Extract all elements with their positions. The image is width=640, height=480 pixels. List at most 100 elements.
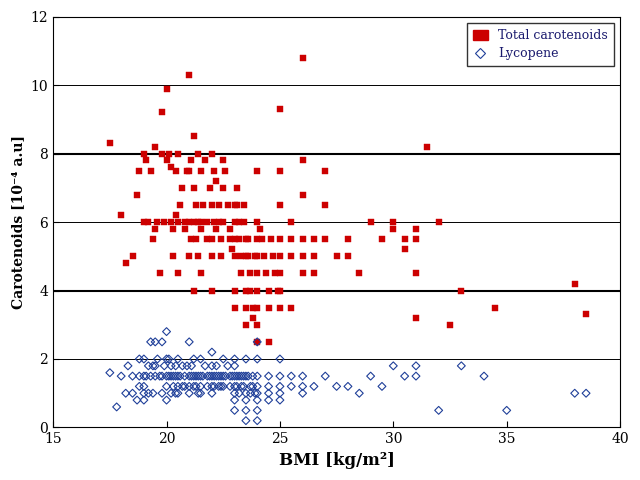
Total carotenoids [139, 218, 149, 226]
Total carotenoids [195, 218, 205, 226]
Total carotenoids [150, 225, 160, 233]
Lycopene [173, 372, 183, 380]
Lycopene [157, 372, 167, 380]
Lycopene [155, 372, 165, 380]
Total carotenoids [150, 143, 160, 151]
Total carotenoids [411, 270, 421, 277]
Lycopene [243, 372, 253, 380]
Total carotenoids [422, 143, 433, 151]
Lycopene [184, 338, 195, 346]
Lycopene [195, 372, 205, 380]
Lycopene [152, 355, 163, 363]
Lycopene [193, 389, 204, 397]
Total carotenoids [320, 201, 330, 209]
Total carotenoids [184, 252, 195, 260]
Total carotenoids [234, 218, 244, 226]
Total carotenoids [218, 218, 228, 226]
Lycopene [207, 383, 217, 390]
Total carotenoids [241, 304, 251, 312]
Lycopene [248, 383, 258, 390]
Lycopene [309, 383, 319, 390]
Total carotenoids [193, 252, 204, 260]
Total carotenoids [223, 201, 233, 209]
Total carotenoids [189, 218, 199, 226]
Total carotenoids [148, 235, 158, 243]
Total carotenoids [298, 235, 308, 243]
Total carotenoids [286, 235, 296, 243]
Lycopene [184, 372, 195, 380]
Total carotenoids [180, 225, 190, 233]
Lycopene [207, 362, 217, 370]
Lycopene [186, 362, 196, 370]
Total carotenoids [241, 235, 251, 243]
Total carotenoids [320, 235, 330, 243]
Total carotenoids [191, 235, 201, 243]
Lycopene [207, 389, 217, 397]
Lycopene [264, 383, 274, 390]
Lycopene [139, 389, 149, 397]
Total carotenoids [241, 252, 251, 260]
Total carotenoids [184, 167, 195, 175]
Lycopene [223, 362, 233, 370]
Y-axis label: Carotenoids [10⁻⁴ a.u]: Carotenoids [10⁻⁴ a.u] [11, 135, 25, 309]
Lycopene [120, 389, 131, 397]
Lycopene [175, 372, 185, 380]
Total carotenoids [234, 235, 244, 243]
Lycopene [209, 372, 220, 380]
Lycopene [139, 372, 149, 380]
Total carotenoids [191, 201, 201, 209]
Total carotenoids [232, 184, 242, 192]
Lycopene [227, 372, 237, 380]
Total carotenoids [309, 252, 319, 260]
Total carotenoids [252, 270, 262, 277]
Lycopene [195, 355, 205, 363]
Lycopene [139, 383, 149, 390]
Total carotenoids [570, 280, 580, 288]
Total carotenoids [411, 314, 421, 322]
Total carotenoids [205, 184, 215, 192]
Total carotenoids [186, 156, 196, 164]
Total carotenoids [248, 314, 258, 322]
Total carotenoids [243, 252, 253, 260]
Lycopene [252, 407, 262, 414]
Lycopene [250, 389, 260, 397]
Total carotenoids [105, 140, 115, 147]
Lycopene [236, 372, 246, 380]
Lycopene [123, 362, 133, 370]
Total carotenoids [157, 108, 167, 116]
Total carotenoids [145, 167, 156, 175]
Total carotenoids [127, 252, 138, 260]
Lycopene [264, 396, 274, 404]
Total carotenoids [168, 225, 179, 233]
Total carotenoids [152, 218, 163, 226]
Lycopene [186, 372, 196, 380]
Total carotenoids [139, 150, 149, 157]
Total carotenoids [170, 211, 180, 219]
Lycopene [252, 383, 262, 390]
Total carotenoids [286, 252, 296, 260]
Total carotenoids [207, 252, 217, 260]
Total carotenoids [411, 225, 421, 233]
Lycopene [195, 383, 205, 390]
Total carotenoids [257, 235, 267, 243]
Lycopene [180, 372, 190, 380]
Lycopene [139, 396, 149, 404]
Total carotenoids [195, 270, 205, 277]
Lycopene [230, 396, 240, 404]
Total carotenoids [388, 225, 399, 233]
Total carotenoids [166, 163, 176, 171]
Total carotenoids [309, 235, 319, 243]
Lycopene [166, 362, 176, 370]
Lycopene [320, 372, 330, 380]
Total carotenoids [202, 235, 212, 243]
Lycopene [173, 383, 183, 390]
Lycopene [264, 389, 274, 397]
Lycopene [207, 348, 217, 356]
Total carotenoids [275, 167, 285, 175]
Total carotenoids [209, 218, 220, 226]
Total carotenoids [261, 270, 271, 277]
Total carotenoids [264, 338, 274, 346]
Total carotenoids [175, 201, 185, 209]
Lycopene [177, 362, 188, 370]
Total carotenoids [232, 201, 242, 209]
